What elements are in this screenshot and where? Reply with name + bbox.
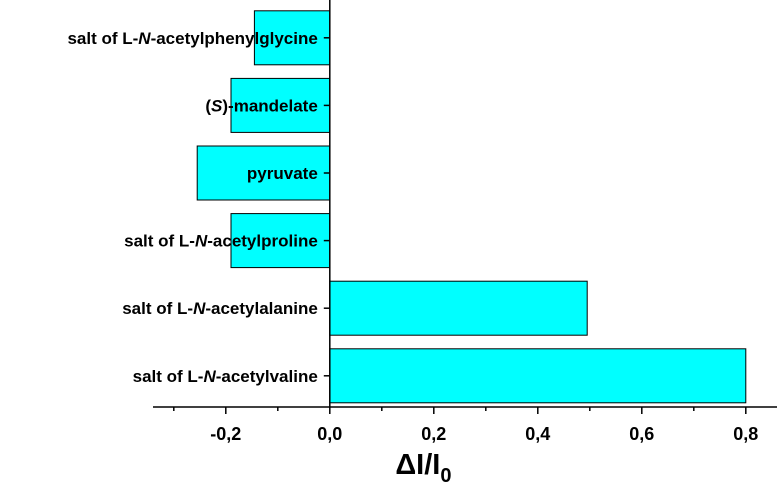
- bar-5: [329, 348, 747, 404]
- x-tick-label-1: 0,0: [317, 424, 342, 444]
- x-tick-label-5: 0,8: [733, 424, 758, 444]
- bar-3: [230, 213, 331, 269]
- category-labels-group: salt of L-N-acetylphenylglycine (S)-mande…: [67, 29, 330, 386]
- bar-4: [329, 280, 588, 336]
- x-tick-label-3: 0,4: [525, 424, 550, 444]
- x-tick-label-4: 0,6: [629, 424, 654, 444]
- category-label-0: salt of L-N-acetylphenylglycine: [67, 29, 317, 48]
- axes-group: [153, 0, 777, 408]
- category-label-5: salt of L-N-acetylvaline: [133, 367, 318, 386]
- category-label-4: salt of L-N-acetylalanine: [122, 299, 318, 318]
- x-axis-label: ΔI/I0: [395, 449, 451, 487]
- bar-1: [230, 77, 331, 133]
- bar-0: [253, 10, 331, 66]
- bar-2: [196, 145, 331, 201]
- category-label-1: (S)-mandelate: [205, 96, 317, 115]
- x-tick-label-0: -0,2: [210, 424, 241, 444]
- category-label-2: pyruvate: [247, 164, 318, 183]
- x-tick-label-2: 0,2: [421, 424, 446, 444]
- bars-group: [196, 10, 747, 404]
- x-axis-label-main: ΔI/I: [395, 449, 440, 481]
- x-ticks-group: -0,2 0,0 0,2 0,4 0,6 0,8: [173, 407, 758, 444]
- x-axis-label-subscript: 0: [440, 465, 451, 487]
- category-label-3: salt of L-N-acetylproline: [124, 232, 318, 251]
